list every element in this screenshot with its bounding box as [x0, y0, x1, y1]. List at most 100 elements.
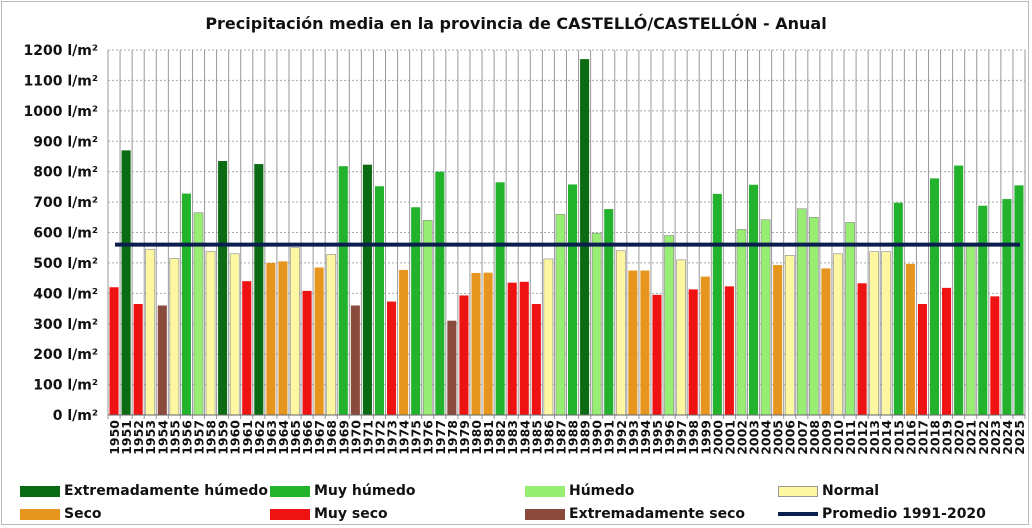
bar-2013 [869, 251, 880, 416]
bar-1958 [205, 251, 216, 416]
x-tick-label: 1951 [119, 420, 134, 455]
legend-line-swatch [778, 512, 818, 516]
bar-1964 [278, 261, 288, 415]
x-tick-label: 2025 [1012, 420, 1027, 455]
x-tick-label: 1995 [650, 420, 665, 455]
x-tick-label: 1961 [240, 420, 255, 455]
x-tick-label: 2019 [940, 420, 955, 455]
legend-label: Húmedo [569, 483, 635, 499]
bar-1951 [121, 150, 131, 415]
bar-2002 [736, 229, 747, 416]
x-tick-label: 1993 [626, 420, 641, 455]
bar-1963 [266, 262, 276, 415]
bar-1981 [483, 272, 493, 415]
legend-item-mh: Muy húmedo [270, 483, 416, 499]
y-tick-label: 400 l/m² [33, 286, 98, 302]
bar-2006 [784, 255, 795, 416]
legend-swatch [778, 485, 818, 497]
bar-1979 [459, 295, 469, 415]
bar-1962 [254, 164, 264, 415]
x-tick-label: 1958 [204, 420, 219, 455]
bar-2022 [978, 205, 988, 415]
bar-1973 [387, 301, 397, 415]
x-tick-label: 1966 [300, 420, 315, 455]
x-tick-label: 2003 [747, 420, 762, 455]
x-tick-label: 2014 [879, 420, 894, 455]
x-tick-label: 2024 [1000, 420, 1015, 455]
chart-title: Precipitación media en la provincia de C… [205, 14, 827, 33]
x-tick-label: 1990 [590, 420, 605, 455]
bar-2024 [1002, 199, 1012, 415]
bar-1959 [218, 161, 228, 415]
x-tick-label: 2021 [964, 420, 979, 455]
x-tick-label: 2018 [928, 420, 943, 455]
y-tick-label: 900 l/m² [33, 134, 98, 150]
bar-1974 [399, 269, 409, 415]
bar-2009 [821, 268, 831, 415]
x-tick-label: 1967 [312, 420, 327, 455]
x-tick-label: 1968 [324, 420, 339, 455]
x-tick-label: 1994 [638, 420, 653, 455]
x-tick-label: 1976 [421, 420, 436, 455]
x-tick-label: 1977 [433, 420, 448, 455]
bar-2016 [905, 263, 915, 415]
bar-1975 [411, 207, 421, 415]
x-tick-label: 2020 [952, 420, 967, 455]
x-tick-label: 2002 [734, 420, 749, 455]
bar-2014 [881, 251, 892, 416]
bar-1982 [495, 182, 505, 415]
bar-1992 [615, 250, 626, 416]
legend-item-s: Seco [20, 506, 102, 522]
legend-item-n: Normal [778, 483, 879, 499]
bar-1969 [338, 166, 348, 415]
x-tick-label: 1987 [553, 420, 568, 455]
x-tick-label: 2017 [915, 420, 930, 455]
x-tick-label: 2001 [722, 420, 737, 455]
bar-1972 [374, 186, 385, 415]
bar-2020 [954, 165, 964, 415]
bar-1984 [519, 281, 529, 415]
x-tick-label: 1965 [288, 420, 303, 455]
x-tick-label: 1998 [686, 420, 701, 455]
y-tick-label: 100 l/m² [33, 378, 98, 394]
legend-label: Muy húmedo [314, 483, 416, 499]
x-tick-label: 1982 [493, 420, 508, 455]
legend-item-h: Húmedo [525, 483, 634, 499]
bar-2008 [809, 216, 819, 416]
x-tick-label: 1983 [505, 420, 520, 455]
bar-1996 [664, 235, 674, 416]
x-tick-label: 1972 [372, 420, 387, 455]
x-tick-label: 2005 [771, 420, 786, 455]
bar-1976 [422, 220, 433, 416]
bar-2023 [990, 296, 1000, 415]
x-tick-label: 2010 [831, 420, 846, 455]
legend-label: Promedio 1991-2020 [822, 506, 986, 522]
x-tick-label: 1955 [167, 420, 182, 455]
bar-1968 [326, 254, 337, 416]
x-tick-label: 2008 [807, 420, 822, 455]
bar-2007 [796, 208, 807, 416]
x-tick-label: 1992 [614, 420, 629, 455]
bar-1953 [145, 248, 156, 416]
x-tick-label: 1981 [481, 420, 496, 455]
x-tick-label: 1971 [360, 420, 375, 455]
legend-label: Seco [64, 506, 102, 522]
y-tick-label: 0 l/m² [53, 408, 98, 424]
bar-2017 [917, 303, 927, 415]
bar-1967 [314, 267, 324, 415]
bar-1986 [543, 258, 554, 416]
bar-1997 [676, 259, 686, 416]
bar-2018 [929, 178, 940, 415]
x-tick-label: 1963 [264, 420, 279, 455]
legend-swatch [270, 508, 310, 520]
x-tick-label: 1953 [143, 420, 158, 455]
bar-1999 [700, 276, 710, 415]
bar-1995 [652, 294, 662, 415]
y-tick-label: 500 l/m² [33, 256, 98, 272]
bar-1950 [109, 287, 119, 415]
x-tick-label: 1988 [566, 420, 581, 455]
bar-1994 [640, 270, 650, 415]
x-tick-label: 1969 [336, 420, 351, 455]
x-tick-label: 2011 [843, 420, 858, 455]
y-tick-label: 1100 l/m² [24, 73, 98, 89]
